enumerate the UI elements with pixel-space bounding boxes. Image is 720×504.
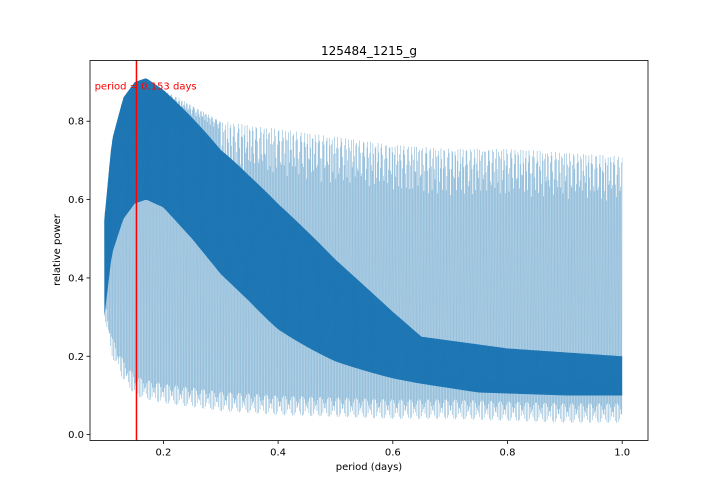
- y-axis-label: relative power: [52, 213, 63, 286]
- y-axis-ticks: 0.0 0.2 0.4 0.6 0.8: [68, 117, 90, 441]
- x-tick-label: 0.2: [155, 448, 171, 459]
- x-tick-label: 0.4: [270, 448, 286, 459]
- y-tick-label: 0.2: [68, 352, 84, 363]
- data-layer: [104, 78, 623, 423]
- y-tick-label: 0.8: [68, 117, 84, 128]
- power-series-line: [104, 78, 623, 423]
- x-tick-label: 0.8: [500, 448, 516, 459]
- y-tick-label: 0.0: [68, 430, 84, 441]
- power-dense-band: [104, 78, 623, 396]
- axes-frame: [89, 60, 649, 441]
- best-period-label: period = 0.153 days: [95, 81, 197, 92]
- y-tick-label: 0.4: [68, 273, 84, 284]
- x-tick-label: 1.0: [614, 448, 630, 459]
- chart-title: 125484_1215_g: [321, 44, 417, 58]
- x-axis-ticks: 0.2 0.4 0.6 0.8 1.0: [155, 440, 630, 459]
- annotation-layer: period = 0.153 days: [95, 60, 197, 441]
- y-tick-label: 0.6: [68, 195, 84, 206]
- x-tick-label: 0.6: [385, 448, 401, 459]
- x-axis-label: period (days): [336, 462, 403, 473]
